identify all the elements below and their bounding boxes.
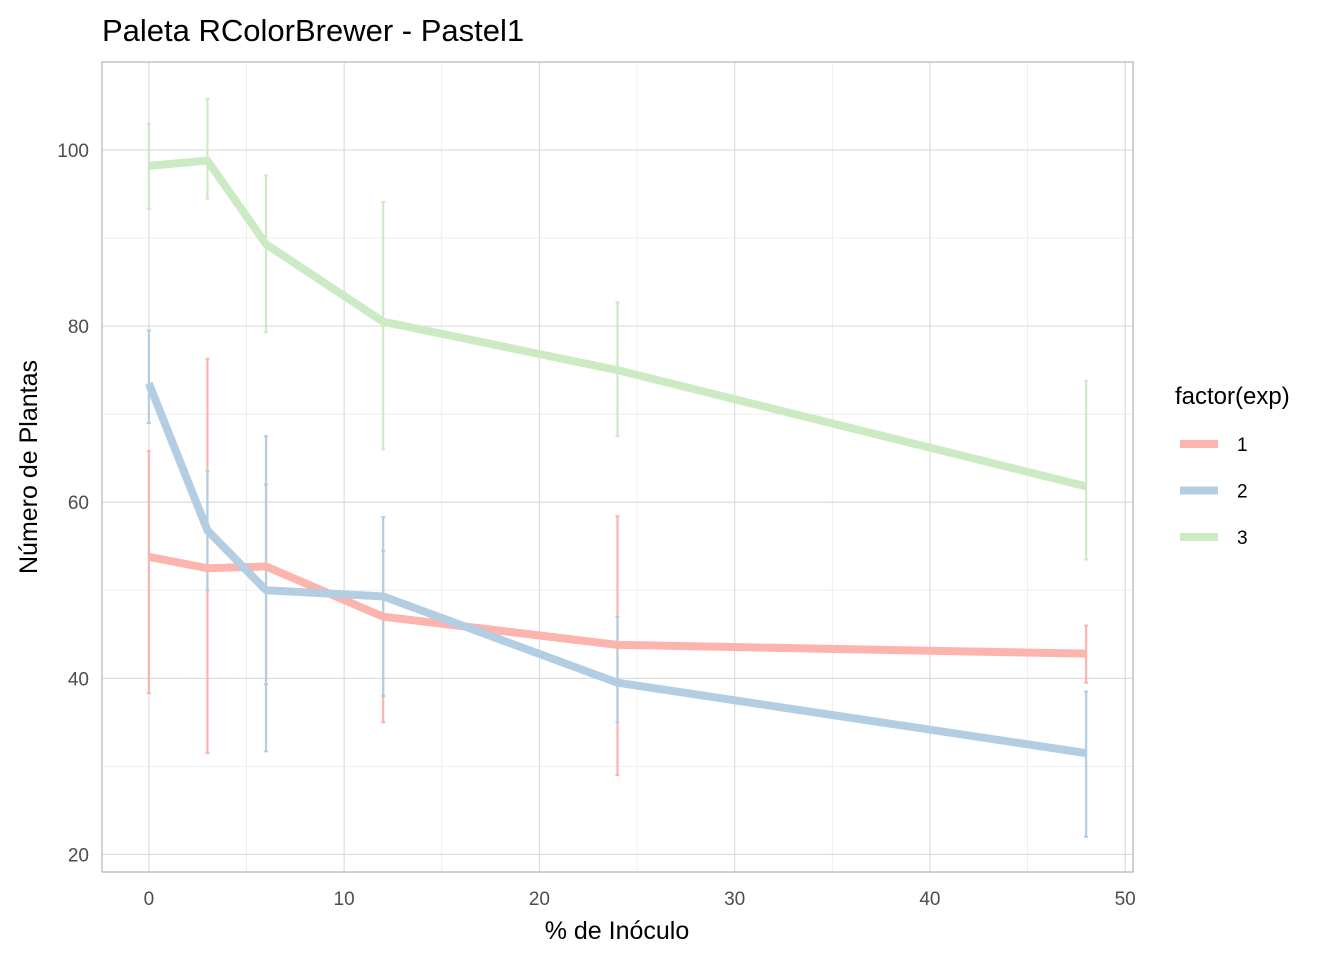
y-tick-label: 100 — [57, 141, 89, 162]
x-tick-label: 30 — [724, 889, 745, 910]
x-tick-label: 10 — [334, 889, 355, 910]
x-axis-ticks: 0 10 20 30 40 50 — [144, 889, 1136, 910]
y-tick-label: 20 — [68, 845, 89, 866]
error-bars — [146, 97, 1089, 838]
series-lines — [145, 156, 1088, 758]
x-axis-title: % de Inóculo — [545, 917, 690, 945]
line-series-3 — [148, 156, 1088, 491]
legend-label-series-1: 1 — [1237, 435, 1248, 456]
plot-area — [101, 61, 1134, 873]
y-tick-label: 60 — [68, 493, 89, 514]
x-tick-label: 20 — [529, 889, 550, 910]
legend: factor(exp) 1 2 3 — [1175, 383, 1290, 549]
y-axis-title: Número de Plantas — [15, 360, 43, 574]
legend-items: 1 2 3 — [1180, 435, 1248, 549]
panel-border — [101, 61, 1134, 873]
y-tick-label: 80 — [68, 317, 89, 338]
line-series-2 — [145, 381, 1087, 758]
x-tick-label: 50 — [1115, 889, 1136, 910]
chart-title: Paleta RColorBrewer - Pastel1 — [102, 13, 524, 48]
x-tick-label: 40 — [919, 889, 940, 910]
legend-label-series-3: 3 — [1237, 528, 1248, 549]
legend-label-series-2: 2 — [1237, 482, 1248, 503]
x-tick-label: 0 — [144, 889, 155, 910]
y-tick-label: 40 — [68, 669, 89, 690]
y-axis-ticks: 20 40 60 80 100 — [57, 141, 89, 866]
legend-title: factor(exp) — [1175, 383, 1290, 410]
